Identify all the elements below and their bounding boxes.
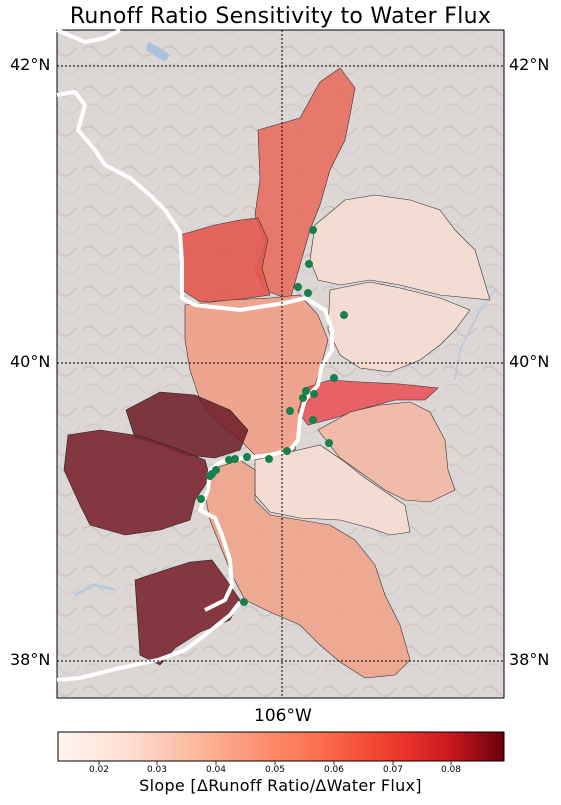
colorbar-tick-label: 0.03	[146, 765, 168, 775]
gauge-marker	[309, 416, 317, 424]
lon-label-106w: 106°W	[254, 706, 312, 726]
colorbar-tick-label: 0.07	[382, 765, 404, 775]
gauge-marker	[340, 311, 348, 319]
river	[74, 583, 116, 597]
gauge-marker	[325, 439, 333, 447]
colorbar-ticks	[98, 761, 452, 765]
colorbar	[57, 731, 505, 762]
colorbar-tick-label: 0.04	[205, 765, 227, 775]
gauge-marker	[302, 387, 310, 395]
basin-polygon-nw	[179, 217, 271, 303]
colorbar-tick-label: 0.06	[323, 765, 345, 775]
gauge-marker	[283, 447, 291, 455]
lat-label-40n-right: 40°N	[509, 352, 550, 371]
basin-polygon-mid-red	[297, 379, 439, 426]
gauge-marker	[197, 495, 205, 503]
gauge-marker	[299, 394, 307, 402]
state-border	[56, 90, 334, 612]
colorbar-tick-label: 0.02	[88, 765, 110, 775]
gauge-marker	[310, 390, 318, 398]
gauge-marker	[304, 289, 312, 297]
basin-polygon-east	[327, 281, 471, 373]
gauge-marker	[243, 453, 251, 461]
gauge-marker	[330, 374, 338, 382]
gauge-markers	[197, 226, 348, 606]
lat-label-42n-left: 42°N	[10, 55, 51, 74]
state-border-north	[56, 28, 121, 45]
reservoir-north	[146, 42, 170, 62]
basin-polygon-south-light	[254, 444, 411, 536]
lat-label-42n-right: 42°N	[509, 55, 550, 74]
lat-label-40n-left: 40°N	[10, 352, 51, 371]
gauge-marker	[294, 283, 302, 291]
basin-polygon-far-south-dark	[134, 559, 241, 666]
colorbar-label: Slope [ΔRunoff Ratio/ΔWater Flux]	[139, 776, 422, 795]
gauge-marker	[286, 407, 294, 415]
basin-polygon-southeast	[317, 401, 456, 503]
basin-polygon-southwest-dark	[63, 429, 211, 536]
gauge-marker	[305, 260, 313, 268]
state-border-southwest	[56, 600, 242, 682]
gauge-marker	[225, 456, 233, 464]
colorbar-tick-label: 0.08	[440, 765, 462, 775]
gauge-marker	[206, 472, 214, 480]
colorbar-tick-label: 0.05	[264, 765, 286, 775]
gauge-marker	[309, 226, 317, 234]
lat-label-38n-left: 38°N	[10, 650, 51, 669]
gauge-marker	[265, 455, 273, 463]
gauge-marker	[231, 455, 239, 463]
lat-label-38n-right: 38°N	[509, 650, 550, 669]
basin-polygon-ne	[309, 194, 491, 301]
river	[454, 289, 496, 381]
gauge-marker	[240, 598, 248, 606]
map-title: Runoff Ratio Sensitivity to Water Flux	[69, 4, 492, 29]
